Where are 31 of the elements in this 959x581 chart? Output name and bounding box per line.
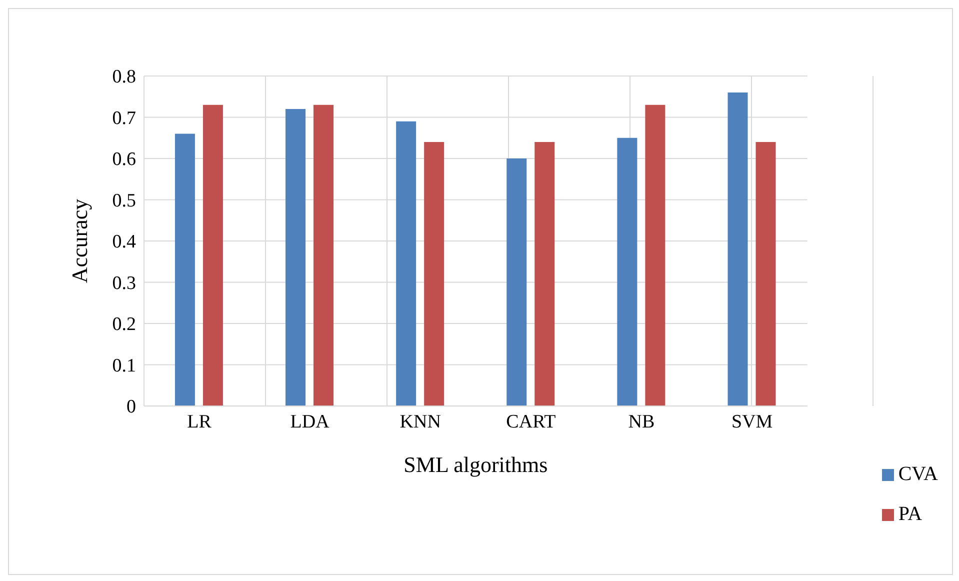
y-tick-label: 0.5 bbox=[112, 190, 136, 212]
y-tick-label: 0.2 bbox=[112, 314, 136, 336]
y-tick-label: 0.8 bbox=[112, 66, 136, 88]
bar bbox=[174, 134, 195, 406]
bar bbox=[728, 92, 748, 406]
bar bbox=[286, 109, 306, 406]
y-axis-title: Accuracy bbox=[66, 198, 92, 284]
x-axis-title: SML algorithms bbox=[404, 452, 548, 477]
x-tick-label: LR bbox=[187, 411, 212, 432]
y-tick-label: 0.1 bbox=[112, 355, 136, 376]
bar bbox=[314, 104, 334, 406]
bar bbox=[617, 138, 638, 406]
x-tick-label: NB bbox=[628, 411, 655, 432]
y-tick-label: 0.6 bbox=[112, 149, 136, 170]
bar bbox=[424, 142, 444, 406]
bar bbox=[534, 142, 555, 406]
bar bbox=[202, 104, 223, 406]
y-tick-label: 0.3 bbox=[112, 272, 136, 294]
y-tick-label: 0.7 bbox=[112, 108, 136, 129]
legend-label: CVA bbox=[898, 463, 938, 485]
bar bbox=[506, 158, 527, 406]
bar bbox=[396, 121, 416, 406]
x-tick-label: SVM bbox=[731, 411, 773, 432]
x-tick-label: CART bbox=[506, 411, 556, 432]
legend-label: PA bbox=[898, 503, 922, 525]
bar bbox=[756, 142, 776, 406]
bar bbox=[645, 104, 666, 406]
x-tick-label: LDA bbox=[290, 411, 330, 432]
x-tick-label: KNN bbox=[400, 411, 442, 432]
y-tick-label: 0.4 bbox=[112, 232, 136, 253]
y-tick-label: 0 bbox=[126, 396, 136, 418]
